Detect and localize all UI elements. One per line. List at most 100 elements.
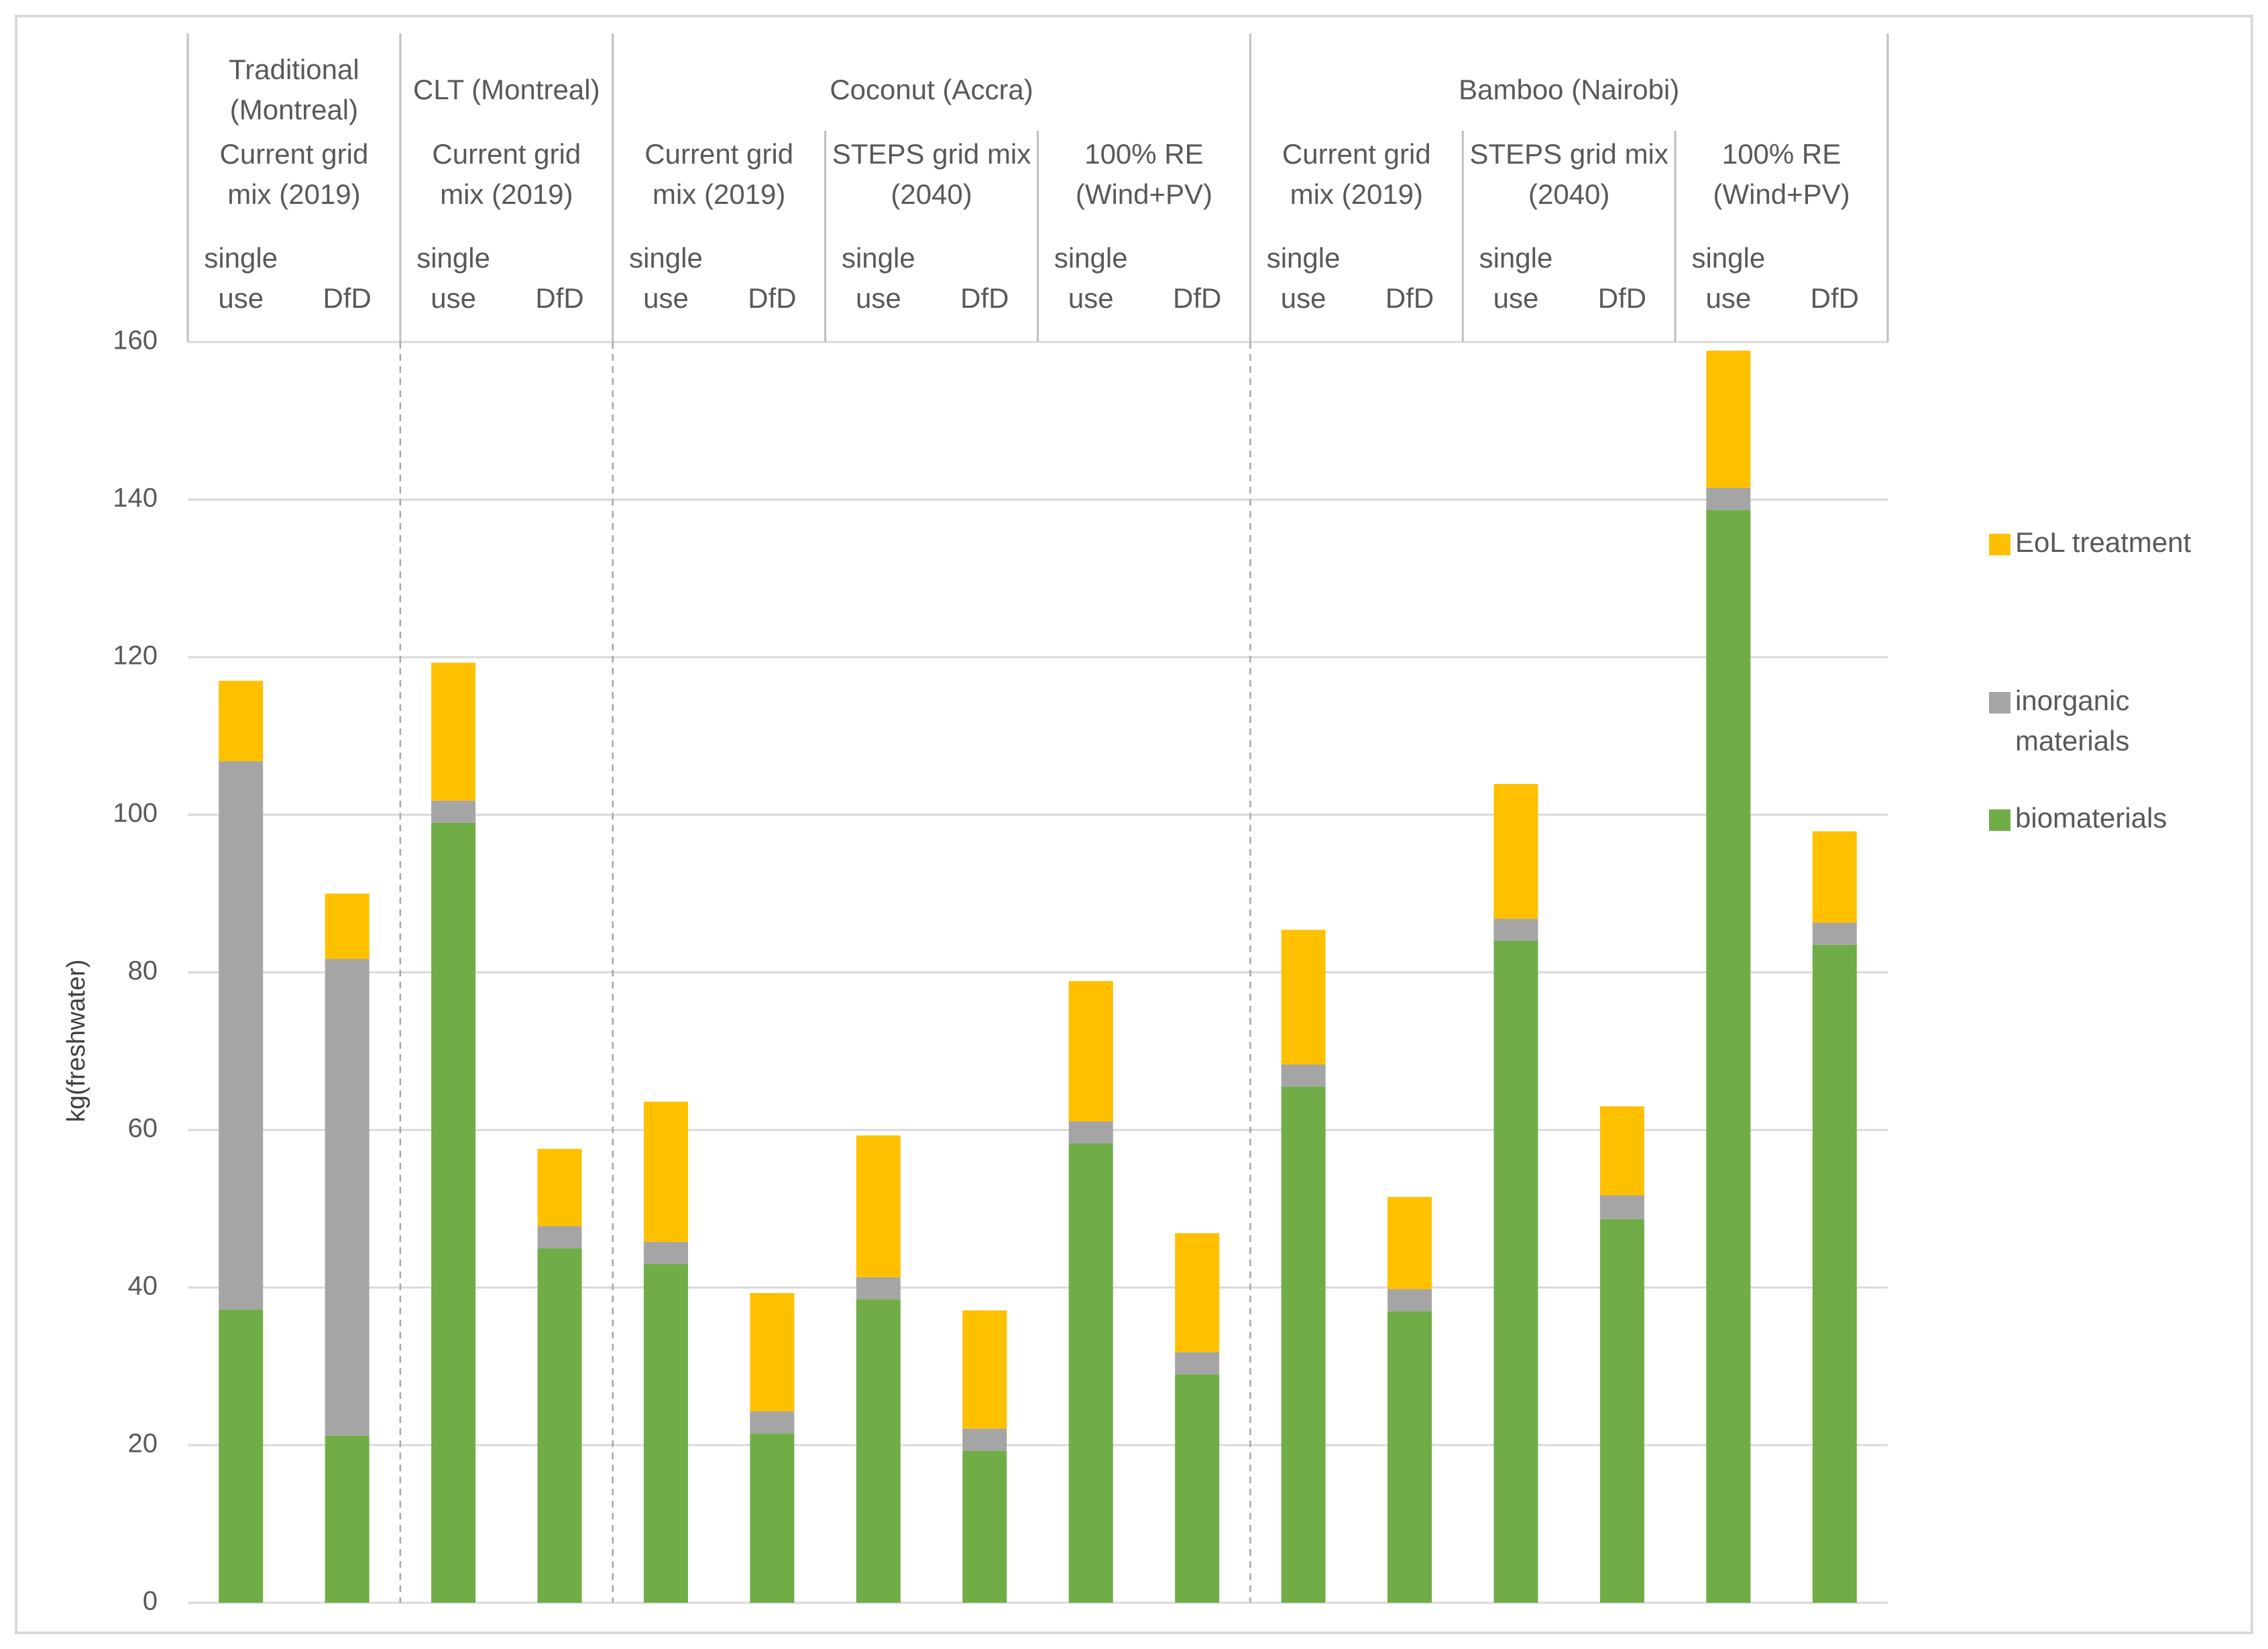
bar-biomaterials <box>1387 1311 1432 1603</box>
bar-EoL-treatment <box>1175 1233 1220 1353</box>
group-label: CLT (Montreal) <box>413 74 600 105</box>
category-label-line: single <box>842 242 915 274</box>
category-label-line: use <box>856 282 901 314</box>
scenario-label-line: mix (2019) <box>227 178 360 210</box>
category-label: single use <box>416 242 490 314</box>
bar-inorganic-materials <box>219 761 264 1310</box>
scenario-label-line: mix (2019) <box>653 178 785 210</box>
category-label-line: use <box>1493 282 1539 314</box>
category-label: DfD <box>1811 282 1859 314</box>
legend: EoL treatment inorganic materials biomateri… <box>1989 526 2192 834</box>
chart-border <box>15 15 2253 1634</box>
legend-label-line: inorganic <box>2015 685 2129 716</box>
category-label-line: use <box>218 282 264 314</box>
category-label-line: single <box>416 242 490 274</box>
group-label-line: (Montreal) <box>230 94 358 125</box>
category-label-line: DfD <box>1173 282 1221 314</box>
y-tick-label: 60 <box>128 1114 158 1143</box>
bar-EoL-treatment <box>537 1149 582 1227</box>
bar-biomaterials <box>1812 944 1857 1603</box>
category-label-line: DfD <box>535 282 583 314</box>
bar-inorganic-materials <box>1812 922 1857 945</box>
scenario-label-line: Current grid <box>644 138 793 170</box>
scenario-label-line: (2040) <box>1528 178 1609 210</box>
scenario-label-line: (Wind+PV) <box>1076 178 1212 210</box>
category-label: single use <box>629 242 703 314</box>
y-tick-label: 20 <box>128 1429 158 1459</box>
category-label: single use <box>204 242 278 314</box>
bar-inorganic-materials <box>750 1411 795 1434</box>
legend-label-line: EoL treatment <box>2015 526 2192 558</box>
bar-biomaterials <box>537 1248 582 1603</box>
legend-label: biomaterials <box>2015 802 2167 834</box>
category-label: DfD <box>323 282 371 314</box>
legend-swatch <box>1989 534 2010 555</box>
bar-EoL-treatment <box>431 663 476 801</box>
scenario-label: Current grid mix (2019) <box>644 138 793 210</box>
group-label-line: Bamboo (Nairobi) <box>1459 74 1679 105</box>
category-label-line: single <box>629 242 703 274</box>
scenario-label-line: (2040) <box>891 178 972 210</box>
scenario-label-line: 100% RE <box>1722 138 1841 170</box>
category-label-line: use <box>1705 282 1751 314</box>
bar-inorganic-materials <box>962 1428 1007 1451</box>
bar-inorganic-materials <box>325 959 370 1436</box>
y-tick-label: 40 <box>128 1271 158 1301</box>
category-label-line: DfD <box>1385 282 1434 314</box>
category-label-line: DfD <box>323 282 371 314</box>
y-axis-label: kg(freshwater) <box>62 960 91 1123</box>
category-label: single use <box>1479 242 1553 314</box>
bar-inorganic-materials <box>1175 1352 1220 1375</box>
bar-biomaterials <box>1068 1143 1113 1603</box>
category-label: DfD <box>960 282 1009 314</box>
bar-biomaterials <box>856 1299 901 1603</box>
bar-EoL-treatment <box>219 681 264 762</box>
scenario-label-line: STEPS grid mix <box>1469 138 1668 170</box>
bar-inorganic-materials <box>643 1241 688 1264</box>
scenario-label-line: 100% RE <box>1084 138 1203 170</box>
category-label: DfD <box>535 282 583 314</box>
bar-inorganic-materials <box>1281 1064 1326 1087</box>
bar-inorganic-materials <box>1068 1121 1113 1143</box>
scenario-label-line: mix (2019) <box>1290 178 1423 210</box>
y-tick-label: 80 <box>128 956 158 986</box>
legend-swatch <box>1989 809 2010 831</box>
bar-inorganic-materials <box>1706 488 1751 510</box>
bar-biomaterials <box>1706 510 1751 1603</box>
category-label: single use <box>1691 242 1765 314</box>
bar-biomaterials <box>431 822 476 1603</box>
bar-EoL-treatment <box>1706 350 1751 488</box>
bar-biomaterials <box>1175 1374 1220 1603</box>
bar-biomaterials <box>643 1263 688 1603</box>
category-label-line: use <box>1068 282 1114 314</box>
legend-label: inorganic materials <box>2015 685 2129 756</box>
group-label-line: Coconut (Accra) <box>830 74 1033 105</box>
bar-EoL-treatment <box>962 1310 1007 1429</box>
bar-inorganic-materials <box>1599 1195 1644 1219</box>
category-label: DfD <box>748 282 796 314</box>
category-label-line: single <box>1479 242 1553 274</box>
category-label: DfD <box>1598 282 1646 314</box>
bar-EoL-treatment <box>325 893 370 960</box>
bar-EoL-treatment <box>643 1101 688 1242</box>
bar-EoL-treatment <box>750 1293 795 1412</box>
bar-EoL-treatment <box>1387 1196 1432 1290</box>
category-header-lines <box>186 34 1889 1603</box>
category-label-line: DfD <box>960 282 1009 314</box>
bar-biomaterials <box>1281 1086 1326 1603</box>
category-label-line: single <box>1691 242 1765 274</box>
category-headers: Traditional (Montreal) CLT (Montreal) Cocon… <box>204 54 1859 314</box>
legend-label-line: materials <box>2015 725 2129 756</box>
bars <box>219 350 1857 1603</box>
bar-inorganic-materials <box>537 1226 582 1249</box>
legend-label-line: biomaterials <box>2015 802 2167 834</box>
scenario-label-line: Current grid <box>220 138 369 170</box>
scenario-label: Current grid mix (2019) <box>220 138 369 210</box>
category-label-line: DfD <box>1598 282 1646 314</box>
scenario-label: STEPS grid mix (2040) <box>1469 138 1668 210</box>
category-label: single use <box>1267 242 1341 314</box>
scenario-label-line: (Wind+PV) <box>1713 178 1850 210</box>
group-label-line: Traditional <box>229 54 359 85</box>
